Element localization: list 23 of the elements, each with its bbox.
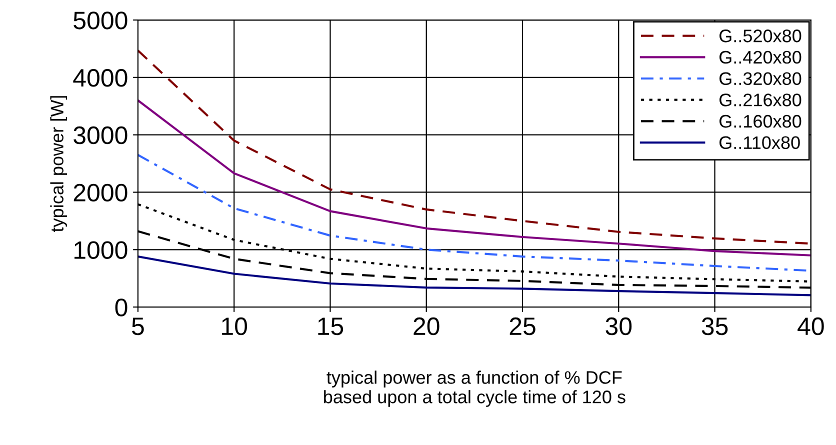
y-tick-label: 5000: [74, 12, 128, 30]
x-tick-label: 40: [798, 317, 824, 336]
legend-label: G..520x80: [719, 30, 802, 42]
legend-label: G..320x80: [719, 72, 802, 86]
y-tick-label: 3000: [74, 126, 128, 144]
y-tick-label: 2000: [74, 184, 128, 202]
legend-label: G..110x80: [719, 136, 800, 150]
x-tick-label: 25: [510, 317, 536, 336]
legend-label: G..160x80: [719, 114, 802, 128]
line-series: [138, 255, 811, 296]
legend-label: G..420x80: [719, 50, 802, 64]
y-axis-title: typical power [W]: [50, 96, 68, 232]
x-tick-label: 20: [414, 317, 440, 336]
x-tick-label: 30: [606, 317, 632, 336]
y-tick-label: 1000: [74, 241, 128, 259]
x-tick-label: 15: [318, 318, 344, 336]
x-axis-title: typical power as a function of % DCF based upon a total cycle time of 120 s: [324, 370, 626, 407]
y-tick-label: 0: [115, 298, 128, 316]
x-tick-label: 35: [702, 317, 728, 336]
y-tick-label: 4000: [73, 69, 128, 87]
x-tick-label: 10: [222, 317, 248, 336]
legend-label: G..216x80: [719, 94, 802, 106]
x-tick-label: 5: [132, 318, 144, 336]
